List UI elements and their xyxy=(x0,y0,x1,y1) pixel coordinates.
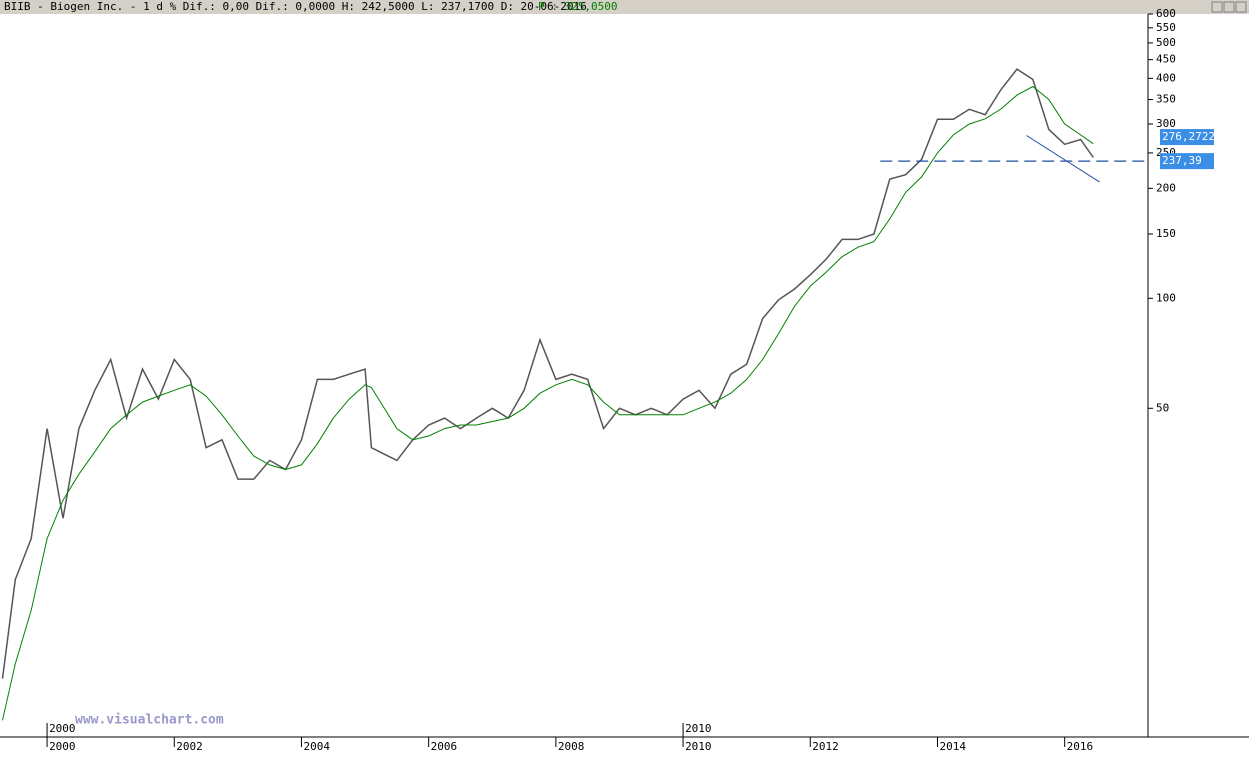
x-tick-label: 2010 xyxy=(685,740,712,753)
price-label-box xyxy=(1160,129,1214,146)
minimize-button[interactable] xyxy=(1211,1,1223,13)
header-bar xyxy=(0,0,1249,14)
price-label: 276,2722 xyxy=(1162,130,1215,143)
x-tick-label: 2008 xyxy=(558,740,585,753)
y-tick-label: 550 xyxy=(1156,21,1176,34)
y-tick-label: 450 xyxy=(1156,53,1176,66)
x-tick-label: 2000 xyxy=(49,740,76,753)
series-line xyxy=(2,85,1094,721)
x-tick-label: 2012 xyxy=(812,740,839,753)
y-tick-label: 200 xyxy=(1156,181,1176,194)
maximize-button[interactable] xyxy=(1223,1,1235,13)
x-tick-label: 2016 xyxy=(1067,740,1094,753)
x-tick-label: 2004 xyxy=(303,740,330,753)
decade-label: 2010 xyxy=(685,722,712,735)
x-tick-label: 2006 xyxy=(431,740,458,753)
x-tick-label: 2014 xyxy=(939,740,966,753)
y-tick-label: 100 xyxy=(1156,291,1176,304)
y-tick-label: 150 xyxy=(1156,227,1176,240)
header-text: BIIB - Biogen Inc. - 1 d % Dif.: 0,00 Di… xyxy=(4,0,587,13)
price-label: 237,39 xyxy=(1162,154,1202,167)
price-label-box xyxy=(1160,153,1214,170)
trendline xyxy=(1026,135,1100,183)
y-tick-label: 50 xyxy=(1156,401,1169,414)
watermark: www.visualchart.com xyxy=(75,713,224,728)
x-tick-label: 2002 xyxy=(176,740,203,753)
y-tick-label: 350 xyxy=(1156,93,1176,106)
series-line xyxy=(1,68,1094,679)
y-tick-label: 500 xyxy=(1156,36,1176,49)
y-tick-label: 300 xyxy=(1156,117,1176,130)
y-tick-label: 400 xyxy=(1156,71,1176,84)
y-tick-label: 600 xyxy=(1156,7,1176,20)
decade-label: 2000 xyxy=(49,722,76,735)
close-button[interactable] xyxy=(1235,1,1247,13)
header-price: P : 325,0500 xyxy=(538,0,617,13)
